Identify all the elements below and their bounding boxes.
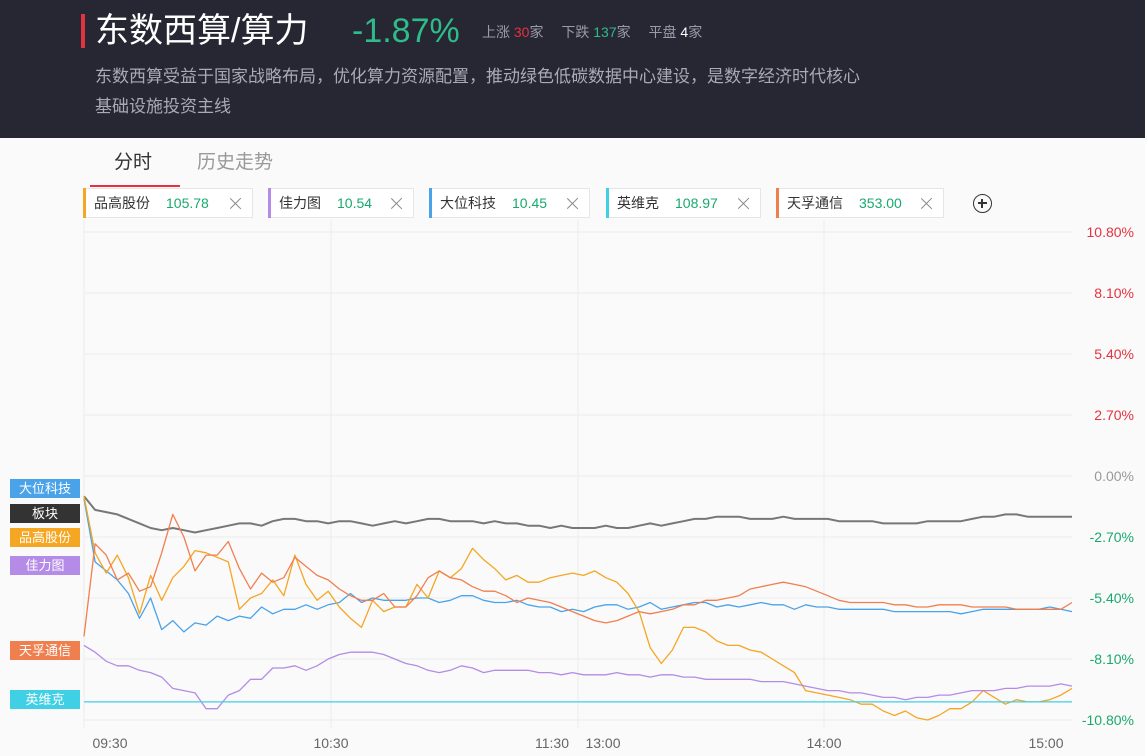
chip-name: 英维克 xyxy=(617,195,659,211)
flat-label: 平盘 xyxy=(648,24,677,40)
series-line xyxy=(83,513,1073,637)
tag-dawei: 大位科技 xyxy=(10,479,80,498)
tab-history[interactable]: 历史走势 xyxy=(197,152,274,173)
down-stat: 下跌 137家 xyxy=(561,24,630,40)
up-unit: 家 xyxy=(529,24,544,40)
compare-chips: 品高股份 105.78 佳力图 10.54 大位科技 10.45 英维克 108… xyxy=(0,188,1145,220)
chip-name: 佳力图 xyxy=(279,195,321,211)
x-tick-label: 14:00 xyxy=(806,735,841,751)
chip-value: 105.78 xyxy=(166,195,209,211)
x-tick-label: 11:30 xyxy=(535,735,569,751)
tag-sector: 板块 xyxy=(10,504,80,523)
series-line xyxy=(83,496,1073,721)
add-compare-icon[interactable] xyxy=(973,194,992,213)
tag-tianfu: 天孚通信 xyxy=(10,641,80,660)
x-tick-label: 15:00 xyxy=(1028,735,1063,751)
chip-name: 天孚通信 xyxy=(787,195,843,211)
breadth-stats: 上涨 30家 下跌 137家 平盘 4家 xyxy=(482,21,702,43)
flat-unit: 家 xyxy=(688,24,703,40)
series-line xyxy=(83,644,1073,710)
chip-name: 品高股份 xyxy=(94,195,150,211)
sector-title: 东数西算/算力 xyxy=(95,12,309,50)
tag-pingao: 品高股份 xyxy=(10,528,80,547)
up-stat: 上涨 30家 xyxy=(482,24,543,40)
down-label: 下跌 xyxy=(561,24,590,40)
y-tick-label: 8.10% xyxy=(1094,285,1134,301)
view-tabs: 分时 历史走势 xyxy=(0,138,1145,188)
y-tick-label: 10.80% xyxy=(1087,224,1134,240)
series-line xyxy=(83,495,1072,534)
chip-value: 10.54 xyxy=(337,195,373,211)
chip-color-bar xyxy=(606,188,609,218)
tab-intraday[interactable]: 分时 xyxy=(114,152,153,173)
chip-color-bar xyxy=(268,188,271,218)
chip-dawei[interactable]: 大位科技 10.45 xyxy=(429,188,590,218)
y-tick-label: 2.70% xyxy=(1094,407,1134,423)
y-tick-label: -2.70% xyxy=(1090,529,1134,545)
x-tick-label: 13:00 xyxy=(585,735,620,751)
chip-value: 10.45 xyxy=(512,195,548,211)
up-count: 30 xyxy=(513,24,530,40)
up-label: 上涨 xyxy=(482,24,510,40)
chip-color-bar xyxy=(429,188,432,218)
series-line xyxy=(83,498,1073,633)
down-count: 137 xyxy=(593,24,617,40)
flat-count: 4 xyxy=(680,24,689,40)
chip-jialitu[interactable]: 佳力图 10.54 xyxy=(268,188,414,218)
chip-value: 353.00 xyxy=(859,195,902,211)
chip-yingweike[interactable]: 英维克 108.97 xyxy=(606,188,761,218)
flat-stat: 平盘 4家 xyxy=(649,24,703,40)
chip-pingao[interactable]: 品高股份 105.78 xyxy=(83,188,253,218)
y-tick-label: -10.80% xyxy=(1082,712,1134,728)
chip-value: 108.97 xyxy=(675,195,718,211)
sector-change-pct: -1.87% xyxy=(352,12,460,50)
x-tick-label: 09:30 xyxy=(92,735,127,751)
chip-color-bar xyxy=(83,188,86,218)
chip-color-bar xyxy=(776,188,779,218)
x-tick-label: 10:30 xyxy=(313,735,348,751)
y-tick-label: 0.00% xyxy=(1094,468,1134,484)
chip-name: 大位科技 xyxy=(440,195,496,211)
tag-yingweike: 英维克 xyxy=(10,690,80,709)
down-unit: 家 xyxy=(616,24,631,40)
sector-description: 东数西算受益于国家战略布局，优化算力资源配置，推动绿色低碳数据中心建设，是数字经… xyxy=(95,67,860,116)
y-tick-label: -5.40% xyxy=(1090,590,1134,606)
y-tick-label: -8.10% xyxy=(1090,651,1134,667)
chip-tianfu[interactable]: 天孚通信 353.00 xyxy=(776,188,944,218)
tag-jialitu: 佳力图 xyxy=(10,556,80,575)
title-accent-bar xyxy=(81,14,85,48)
sector-header: 东数西算/算力 -1.87% 上涨 30家 下跌 137家 平盘 4家 东数西算… xyxy=(0,0,1145,138)
y-tick-label: 5.40% xyxy=(1094,346,1134,362)
active-tab-indicator xyxy=(90,185,180,187)
